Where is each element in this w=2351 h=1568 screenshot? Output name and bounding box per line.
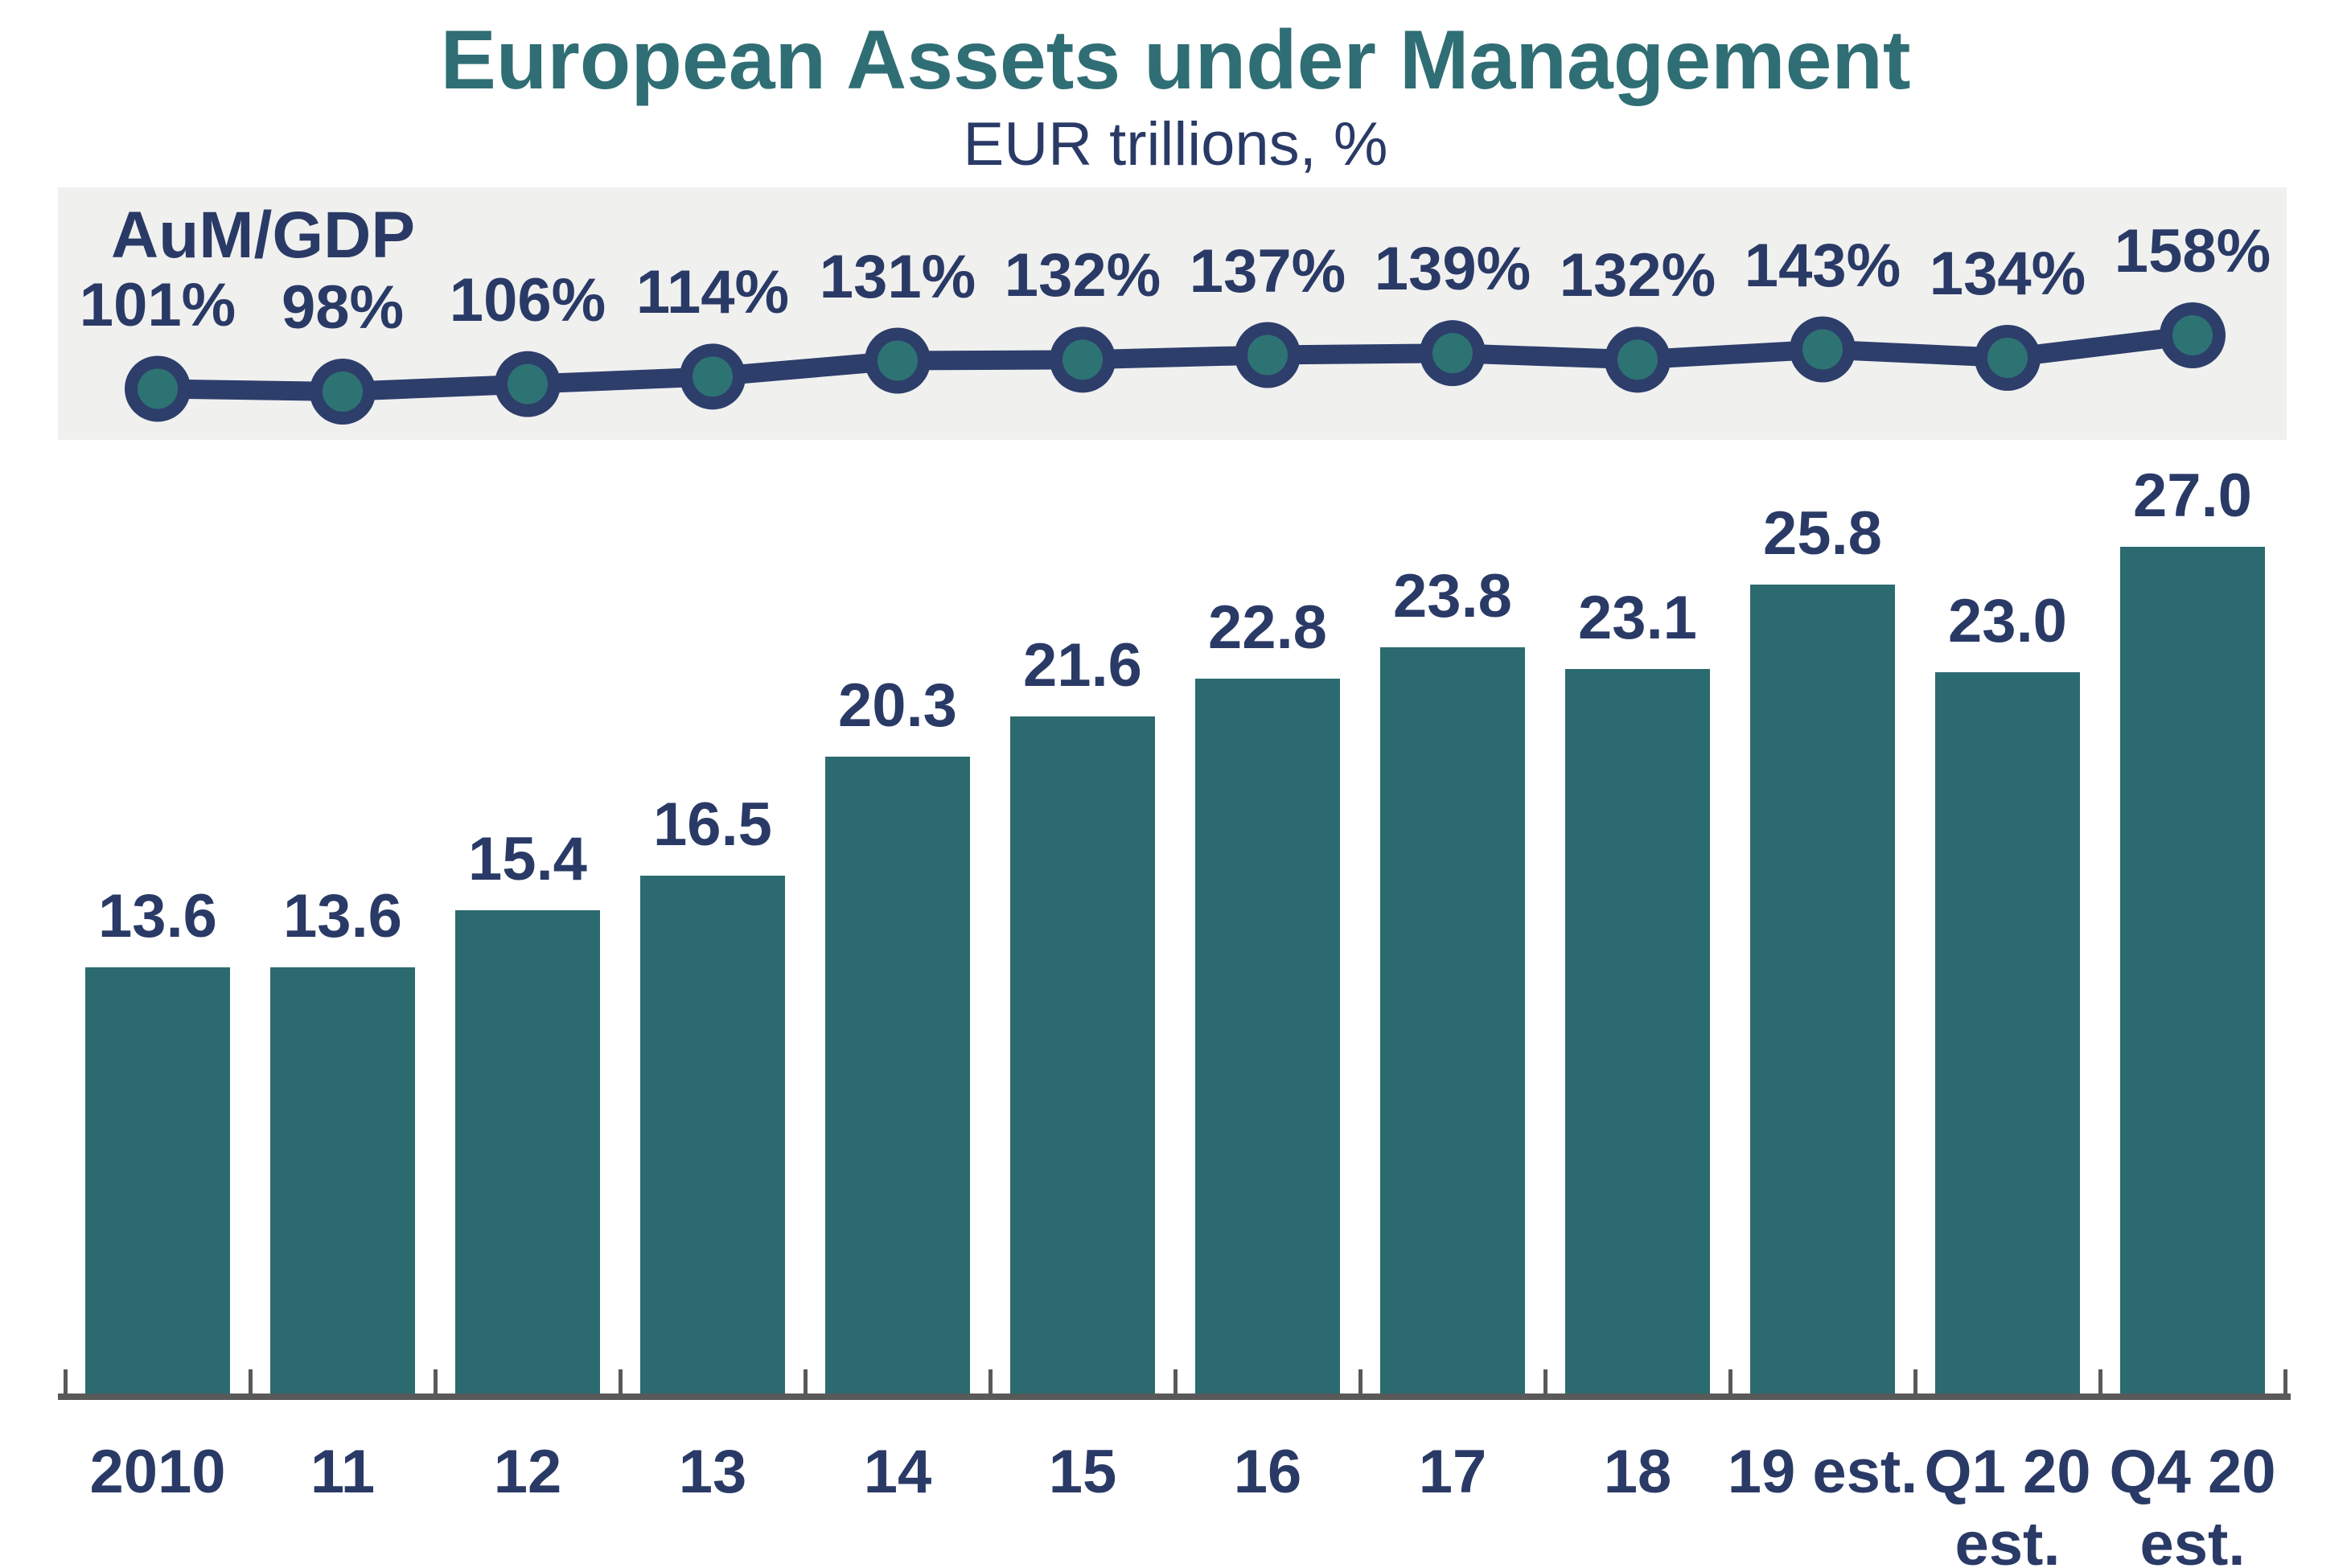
line-value-label: 134% xyxy=(1929,240,2086,308)
bar-value-label: 21.6 xyxy=(1023,631,1142,700)
x-axis-line xyxy=(58,1394,2291,1400)
x-axis-tick xyxy=(249,1369,253,1394)
line-value-label: 143% xyxy=(1744,231,1901,300)
bar-value-label: 20.3 xyxy=(838,671,957,740)
x-axis-label: Q4 20 est. xyxy=(2109,1438,2276,1568)
bar-value-label: 23.0 xyxy=(1948,587,2067,655)
x-axis-tick xyxy=(64,1369,68,1394)
aum-bar xyxy=(640,876,785,1394)
line-value-label: 132% xyxy=(1559,241,1716,310)
bar-value-label: 15.4 xyxy=(468,825,587,893)
bar-value-label: 13.6 xyxy=(98,882,217,950)
line-marker-inner xyxy=(138,368,178,409)
line-chart-band xyxy=(58,187,2287,440)
aum-bar xyxy=(455,910,600,1394)
aum-bar xyxy=(1750,585,1895,1394)
x-axis-tick xyxy=(1728,1369,1732,1394)
line-marker-inner xyxy=(878,340,918,381)
line-marker-inner xyxy=(1432,333,1473,374)
line-marker-inner xyxy=(1802,329,1843,370)
line-value-label: 114% xyxy=(635,258,790,327)
bar-value-label: 27.0 xyxy=(2133,462,2252,530)
bar-value-label: 23.8 xyxy=(1393,562,1512,630)
line-marker-inner xyxy=(1617,339,1658,380)
x-axis-label: Q1 20 est. xyxy=(1924,1438,2091,1568)
x-axis-label: 19 est. xyxy=(1727,1438,1918,1506)
x-axis-tick xyxy=(1173,1369,1178,1394)
x-axis-tick xyxy=(2098,1369,2102,1394)
line-marker-inner xyxy=(1987,338,2028,378)
aum-bar xyxy=(1935,672,2080,1394)
line-series-legend-label: AuM/GDP xyxy=(111,199,416,272)
aum-bar xyxy=(85,967,230,1394)
line-marker-inner xyxy=(323,371,363,412)
line-marker-inner xyxy=(2172,315,2213,355)
aum-bar xyxy=(825,757,970,1394)
aum-bar xyxy=(270,967,415,1394)
aum-bar xyxy=(2120,547,2265,1394)
line-marker-inner xyxy=(508,363,548,404)
bar-value-label: 23.1 xyxy=(1578,584,1697,652)
x-axis-tick xyxy=(434,1369,438,1394)
line-value-label: 106% xyxy=(449,265,606,335)
x-axis-label: 11 xyxy=(310,1438,376,1506)
line-value-label: 137% xyxy=(1189,236,1346,306)
aum-bar xyxy=(1195,679,1340,1394)
line-marker-inner xyxy=(693,356,733,397)
line-value-label: 98% xyxy=(281,273,405,342)
x-axis-tick xyxy=(804,1369,808,1394)
x-axis-label: 15 xyxy=(1048,1438,1117,1506)
x-axis-tick xyxy=(1913,1369,1917,1394)
x-axis-label: 14 xyxy=(863,1438,932,1506)
x-axis-label: 2010 xyxy=(89,1438,226,1506)
line-value-label: 101% xyxy=(79,270,236,339)
aum-bar xyxy=(1565,669,1710,1394)
line-value-label: 132% xyxy=(1004,241,1161,310)
x-axis-label: 16 xyxy=(1233,1438,1302,1506)
x-axis-tick xyxy=(988,1369,993,1394)
x-axis-label: 18 xyxy=(1603,1438,1672,1506)
x-axis-tick xyxy=(2283,1369,2287,1394)
line-value-label: 131% xyxy=(819,242,976,311)
x-axis-label: 13 xyxy=(678,1438,747,1506)
chart-title: European Assets under Management xyxy=(440,14,1911,107)
bar-value-label: 16.5 xyxy=(653,790,772,859)
aum-bar xyxy=(1010,716,1155,1394)
line-value-label: 139% xyxy=(1374,235,1531,304)
x-axis-tick xyxy=(1543,1369,1547,1394)
line-marker-inner xyxy=(1062,339,1103,380)
line-value-label: 158% xyxy=(2114,217,2271,285)
x-axis-tick xyxy=(619,1369,623,1394)
line-marker-inner xyxy=(1247,335,1288,376)
aum-bar xyxy=(1380,647,1525,1394)
x-axis-label: 12 xyxy=(493,1438,562,1506)
chart-subtitle: EUR trillions, % xyxy=(963,110,1388,179)
bar-value-label: 13.6 xyxy=(283,882,402,950)
bar-value-label: 22.8 xyxy=(1208,593,1327,662)
bar-value-label: 25.8 xyxy=(1763,499,1882,568)
x-axis-tick xyxy=(1358,1369,1363,1394)
aum-gdp-line xyxy=(157,326,2194,402)
x-axis-label: 17 xyxy=(1418,1438,1487,1506)
